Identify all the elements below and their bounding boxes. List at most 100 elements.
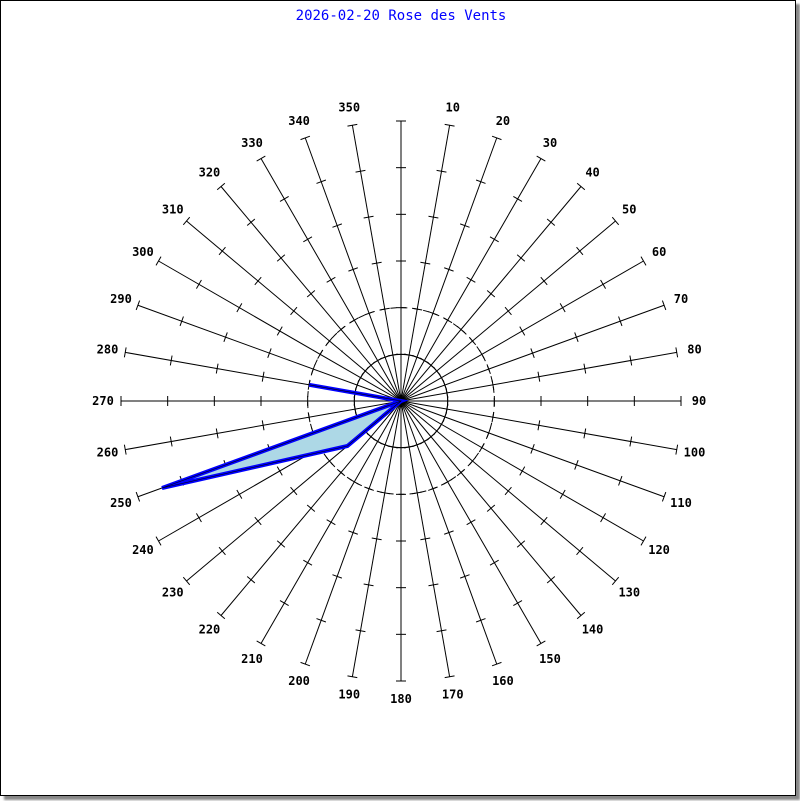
tick-220-6 (217, 612, 225, 618)
tick-40-3 (487, 291, 495, 297)
tick-150-5 (513, 601, 522, 606)
tick-30-5 (513, 196, 522, 201)
direction-label-70: 70 (674, 292, 688, 306)
tick-60-6 (641, 257, 646, 266)
tick-50-6 (612, 217, 618, 225)
tick-300-2 (318, 350, 323, 359)
tick-140-5 (547, 577, 555, 583)
tick-310-4 (255, 277, 261, 285)
direction-label-190: 190 (338, 687, 360, 701)
tick-60-5 (601, 280, 606, 289)
tick-240-5 (196, 513, 201, 522)
tick-230-2 (326, 457, 332, 465)
tick-140-6 (577, 612, 585, 618)
tick-40-5 (547, 219, 555, 225)
tick-220-4 (277, 541, 285, 547)
tick-130-4 (541, 517, 547, 525)
tick-50-3 (505, 307, 511, 315)
tick-120-2 (479, 443, 484, 452)
direction-label-140: 140 (582, 622, 604, 636)
tick-120-3 (520, 467, 525, 476)
tick-140-3 (487, 505, 495, 511)
direction-label-320: 320 (199, 166, 221, 180)
tick-320-5 (247, 219, 255, 225)
direction-label-160: 160 (492, 674, 514, 688)
direction-label-10: 10 (446, 101, 460, 115)
tick-140-4 (517, 541, 525, 547)
tick-230-5 (219, 547, 225, 555)
tick-50-2 (469, 337, 475, 345)
tick-330-2 (350, 318, 359, 323)
direction-label-110: 110 (670, 496, 692, 510)
direction-label-150: 150 (539, 652, 561, 666)
tick-320-3 (307, 291, 315, 297)
tick-50-5 (577, 247, 583, 255)
tick-300-3 (277, 327, 282, 336)
direction-label-90: 90 (692, 394, 706, 408)
tick-130-6 (612, 577, 618, 585)
tick-140-2 (457, 469, 465, 475)
tick-330-5 (280, 196, 289, 201)
tick-120-6 (641, 537, 646, 546)
tick-300-6 (156, 257, 161, 266)
direction-label-100: 100 (684, 446, 706, 460)
tick-30-2 (443, 318, 452, 323)
tick-130-5 (577, 547, 583, 555)
direction-label-80: 80 (687, 342, 701, 356)
tick-30-4 (490, 237, 499, 242)
direction-label-340: 340 (288, 114, 310, 128)
tick-240-3 (277, 467, 282, 476)
direction-label-50: 50 (622, 202, 636, 216)
tick-230-3 (291, 487, 297, 495)
direction-label-210: 210 (241, 652, 263, 666)
tick-150-3 (467, 520, 476, 525)
tick-210-6 (257, 641, 266, 646)
direction-label-170: 170 (442, 687, 464, 701)
tick-320-2 (337, 326, 345, 332)
tick-30-3 (467, 277, 476, 282)
tick-30-6 (537, 156, 546, 161)
tick-120-5 (601, 513, 606, 522)
tick-220-5 (247, 577, 255, 583)
direction-label-240: 240 (132, 543, 154, 557)
tick-330-6 (257, 156, 266, 161)
direction-label-220: 220 (199, 622, 221, 636)
tick-40-2 (457, 326, 465, 332)
tick-220-3 (307, 505, 315, 511)
tick-60-3 (520, 327, 525, 336)
tick-120-4 (560, 490, 565, 499)
tick-320-6 (217, 183, 225, 189)
tick-150-6 (537, 641, 546, 646)
tick-230-6 (183, 577, 189, 585)
tick-60-4 (560, 303, 565, 312)
tick-40-4 (517, 255, 525, 261)
direction-label-250: 250 (110, 496, 132, 510)
tick-210-3 (327, 520, 336, 525)
direction-label-260: 260 (97, 446, 119, 460)
chart-title: 2026-02-20 Rose des Vents (296, 8, 507, 24)
tick-240-4 (237, 490, 242, 499)
direction-label-30: 30 (543, 136, 557, 150)
tick-330-3 (327, 277, 336, 282)
tick-210-5 (280, 601, 289, 606)
tick-50-4 (541, 277, 547, 285)
direction-label-300: 300 (132, 245, 154, 259)
tick-330-4 (303, 237, 312, 242)
tick-310-5 (219, 247, 225, 255)
direction-label-310: 310 (162, 202, 184, 216)
tick-300-4 (237, 303, 242, 312)
direction-label-120: 120 (648, 543, 670, 557)
direction-label-20: 20 (496, 114, 510, 128)
direction-label-230: 230 (162, 586, 184, 600)
direction-label-200: 200 (288, 674, 310, 688)
tick-300-5 (196, 280, 201, 289)
direction-label-60: 60 (652, 245, 666, 259)
tick-150-4 (490, 560, 499, 565)
tick-320-4 (277, 255, 285, 261)
direction-label-130: 130 (618, 586, 640, 600)
tick-310-2 (326, 337, 332, 345)
direction-label-270: 270 (92, 394, 114, 408)
tick-130-2 (469, 457, 475, 465)
direction-label-350: 350 (338, 101, 360, 115)
